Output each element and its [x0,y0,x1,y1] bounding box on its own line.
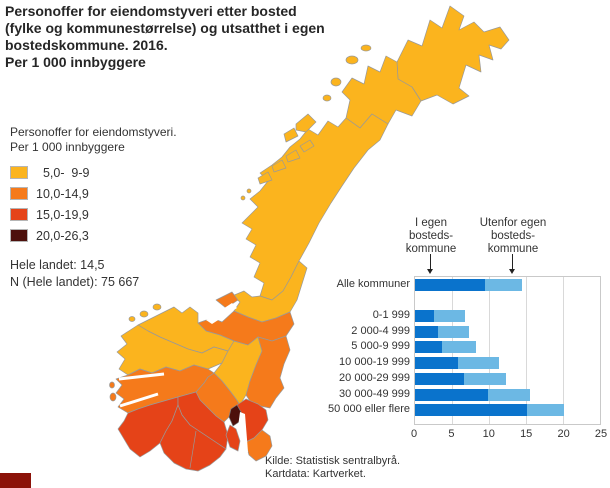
bar-row [415,279,600,291]
bar-segment [488,388,530,401]
arrowhead-own-icon [427,269,433,274]
x-tick-label: 20 [557,428,570,440]
ssb-corner-mark [0,473,31,488]
bar-segment [415,388,489,401]
legend-label: 20,0-26,3 [36,228,89,243]
map-legend-title: Personoffer for eiendomstyveri. Per 1 00… [10,125,177,154]
legend-label: 10,0-14,9 [36,186,89,201]
gridline [526,277,527,424]
bar-segment [526,404,565,417]
troms-islands [322,44,372,102]
x-tick-label: 5 [448,428,455,440]
bar-segment [463,372,506,385]
national-total: Hele landet: 14,5 [10,258,105,272]
bar-segment [415,325,438,338]
bar-segment [415,357,458,370]
legend-row: 20,0-26,3 [10,225,177,246]
bar-chart-plot [414,276,601,425]
legend-swatch-orange [10,187,28,200]
source-note: Kilde: Statistisk sentralbyrå. Kartdata:… [265,455,401,480]
bar-segment [485,279,523,291]
bar-row [415,372,600,385]
bar-segment [437,325,470,338]
x-tick-label: 10 [482,428,495,440]
bar-segment [457,357,500,370]
x-tick-label: 25 [594,428,608,440]
category-label: 2 000-4 999 [351,324,410,337]
bar-row [415,357,600,370]
bar-row [415,404,600,417]
category-label: Alle kommuner [336,278,410,290]
legend-row: 15,0-19,9 [10,204,177,225]
agder-county-border [189,430,197,469]
category-label: 50 000 eller flere [328,403,410,416]
legend-label: 5,0- 9-9 [36,165,90,180]
bar-segment [415,310,435,322]
category-label: 0-1 999 [372,309,410,321]
legend-swatch-red [10,208,28,221]
legend-label: 15,0-19,9 [36,207,89,222]
category-label: 10 000-19 999 [339,356,410,369]
bar-segment [434,310,466,322]
legend-row: 5,0- 9-9 [10,162,177,183]
category-label: 30 000-49 999 [339,387,410,400]
annotation-outside-municipality: Utenfor egen bosteds- kommune [479,217,547,255]
region-nordland [241,113,389,301]
category-label: 5 000-9 999 [351,340,410,353]
category-label: 20 000-29 999 [339,371,410,384]
legend-swatch-yellow [10,166,28,179]
annotation-own-municipality: I egen bosteds- kommune [405,217,457,255]
bar-row [415,310,600,322]
region-finnmark [396,5,510,105]
region-hedmark [245,335,291,409]
gridline [489,277,490,424]
national-n: N (Hele landet): 75 667 [10,275,140,289]
region-ostfold [245,429,273,462]
hordaland-islands [109,381,117,402]
bar-segment [415,372,464,385]
bar-row [415,341,600,354]
arrowhead-outside-icon [509,269,515,274]
region-vestfold [225,424,241,452]
arrow-outside-icon [512,254,513,270]
fjords [118,303,248,453]
x-tick-label: 15 [520,428,533,440]
more-islands [128,303,162,322]
region-agder [159,404,227,472]
x-tick-label: 0 [410,428,418,440]
bar-segment [415,341,442,354]
bar-segment [441,341,476,354]
gridline [563,277,564,424]
bar-row [415,325,600,338]
map-legend: Personoffer for eiendomstyveri. Per 1 00… [10,125,177,289]
bar-segment [415,404,527,417]
lofoten-islands [240,113,317,201]
fosen-peninsula [215,291,239,309]
page-title: Personoffer for eiendomstyveri etter bos… [5,3,325,70]
arrow-own-icon [430,254,431,270]
legend-swatch-darkred [10,229,28,242]
bar-row [415,388,600,401]
legend-row: 10,0-14,9 [10,183,177,204]
bar-segment [415,279,486,291]
